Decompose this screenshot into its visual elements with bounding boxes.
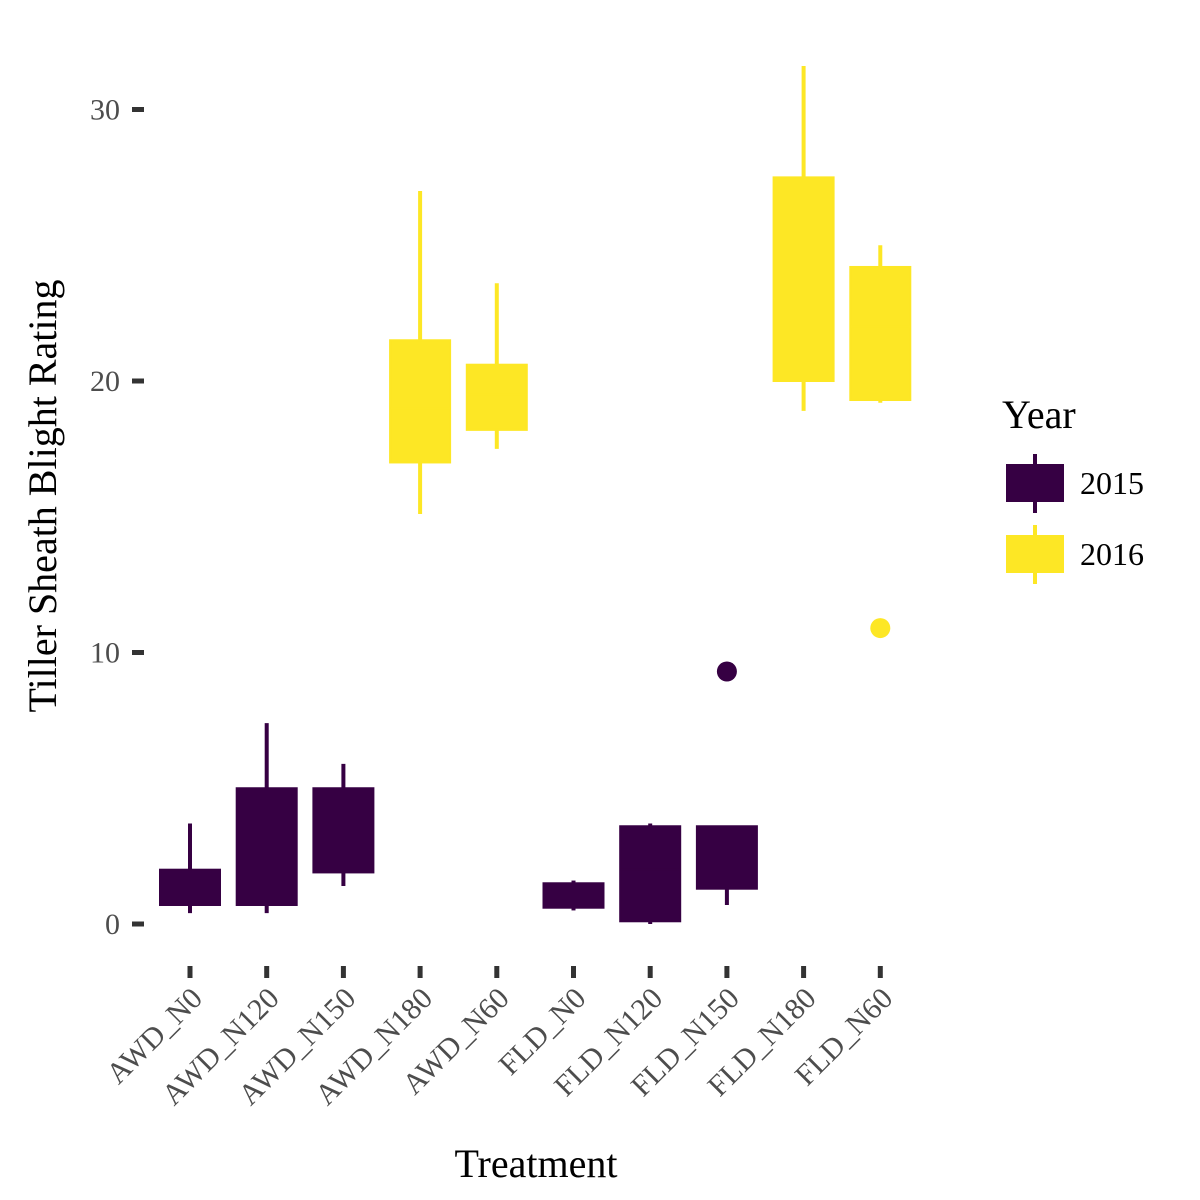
box — [389, 339, 452, 464]
box — [772, 176, 835, 382]
box — [235, 787, 298, 906]
legend-key — [1006, 535, 1064, 573]
y-tick-label: 0 — [105, 908, 120, 941]
outlier-point — [716, 661, 737, 682]
legend-title: Year — [1002, 392, 1076, 437]
y-axis-title: Tiller Sheath Blight Rating — [20, 280, 65, 713]
box — [849, 265, 912, 402]
box — [312, 787, 375, 874]
box — [159, 868, 221, 906]
legend-label: 2015 — [1080, 465, 1144, 501]
legend-key — [1006, 464, 1064, 502]
legend: Year 2015 2016 — [1002, 392, 1144, 584]
y-tick-label: 10 — [90, 637, 120, 670]
y-tick-label: 20 — [90, 365, 120, 398]
box — [619, 825, 682, 923]
plot-panel — [159, 66, 912, 924]
legend-label: 2016 — [1080, 536, 1144, 572]
x-axis: AWD_N0AWD_N120AWD_N150AWD_N180AWD_N60FLD… — [100, 966, 899, 1112]
box — [465, 363, 528, 431]
y-axis: 0 10 20 30 — [90, 94, 144, 941]
y-tick-label: 30 — [90, 94, 120, 127]
x-axis-title: Treatment — [455, 1141, 618, 1186]
box — [695, 825, 758, 890]
outlier-point — [870, 618, 891, 639]
box — [542, 882, 605, 909]
